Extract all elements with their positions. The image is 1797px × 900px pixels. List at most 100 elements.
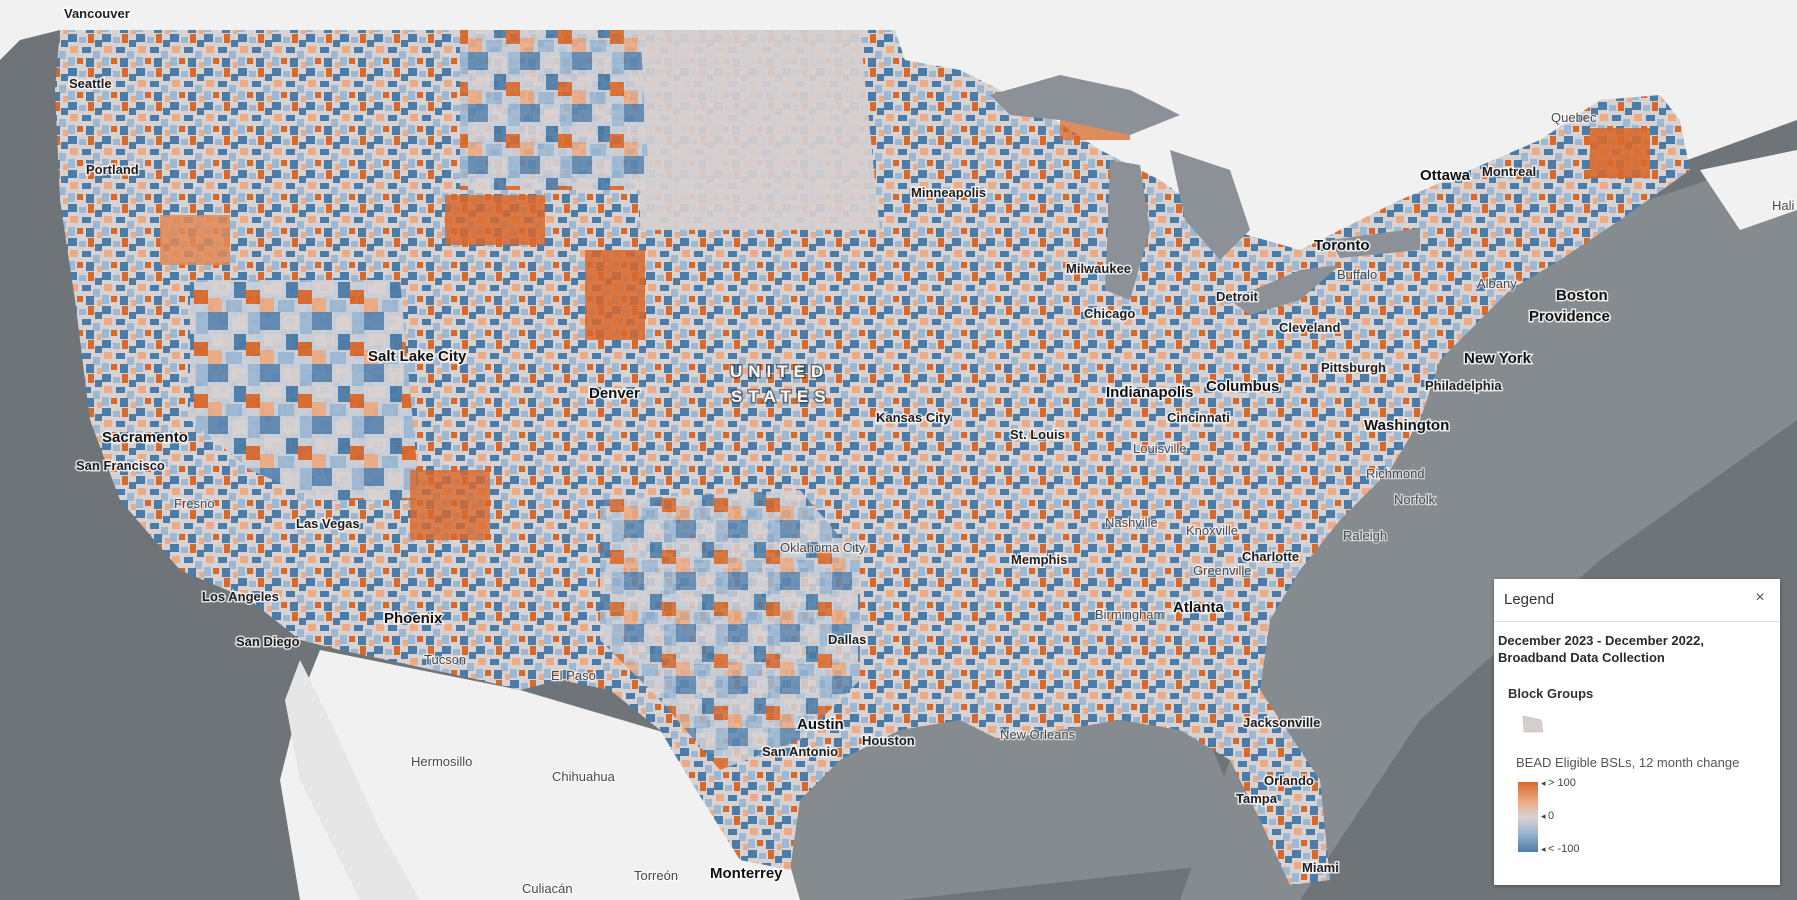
- city-label-nashville: Nashville: [1105, 515, 1158, 530]
- city-label-richmond: Richmond: [1366, 466, 1425, 481]
- city-label-monterrey: Monterrey: [710, 865, 783, 882]
- mexico-land: [280, 650, 800, 900]
- city-label-phoenix: Phoenix: [384, 610, 443, 627]
- block-group-swatch-icon: [1522, 715, 1544, 733]
- city-label-tampa: Tampa: [1236, 791, 1278, 806]
- city-label-chicago: Chicago: [1084, 306, 1135, 321]
- dakotas-block: [640, 30, 880, 230]
- gulf-shelf: [760, 700, 1260, 900]
- map-labels: UNITED STATES Salt Lake City Denver Sacr…: [63, 5, 1796, 898]
- legend-header: Legend ×: [1494, 579, 1780, 622]
- city-label-philadelphia: Philadelphia: [1425, 378, 1502, 393]
- legend-field-label: BEAD Eligible BSLs, 12 month change: [1516, 755, 1740, 770]
- city-label-hermosillo: Hermosillo: [411, 754, 472, 769]
- city-label-greenville: Greenville: [1193, 563, 1252, 578]
- close-icon[interactable]: ×: [1755, 589, 1765, 606]
- city-label-memphis: Memphis: [1011, 552, 1067, 567]
- city-label-louisville: Louisville: [1133, 441, 1186, 456]
- city-label-minneapolis: Minneapolis: [911, 185, 986, 200]
- city-label-salt-lake-city: Salt Lake City: [368, 348, 467, 365]
- city-label-indianapolis: Indianapolis: [1106, 384, 1194, 401]
- texas-block: [600, 490, 860, 770]
- city-label-new-york: New York: [1464, 350, 1532, 367]
- city-label-jacksonville: Jacksonville: [1243, 715, 1320, 730]
- city-label-culiacan: Culiacán: [522, 881, 573, 896]
- city-label-providence: Providence: [1529, 308, 1610, 325]
- ocean-shelf: [1180, 150, 1797, 900]
- city-label-oklahoma-city: Oklahoma City: [780, 540, 866, 555]
- city-label-portland: Portland: [86, 162, 139, 177]
- city-label-seattle: Seattle: [69, 76, 112, 91]
- city-label-columbus: Columbus: [1206, 378, 1279, 395]
- city-label-fresno: Fresno: [174, 496, 214, 511]
- city-label-torreon: Torreón: [634, 868, 678, 883]
- city-label-las-vegas: Las Vegas: [296, 516, 360, 531]
- city-label-los-angeles: Los Angeles: [202, 589, 279, 604]
- montana-block: [460, 30, 650, 190]
- city-label-quebec: Quebec: [1551, 110, 1597, 125]
- legend-layer-title: December 2023 - December 2022, Broadband…: [1498, 632, 1768, 666]
- city-label-buffalo: Buffalo: [1337, 267, 1377, 282]
- legend-layer-title-line1: December 2023 - December 2022,: [1498, 633, 1704, 648]
- country-label-line1: UNITED: [730, 362, 829, 381]
- city-label-halifax-partial: Hali: [1772, 198, 1795, 213]
- city-label-washington: Washington: [1364, 417, 1449, 434]
- city-label-sacramento: Sacramento: [102, 429, 188, 446]
- city-label-houston: Houston: [862, 733, 915, 748]
- lake-superior: [990, 75, 1180, 135]
- city-label-orlando: Orlando: [1264, 773, 1314, 788]
- city-label-detroit: Detroit: [1216, 289, 1259, 304]
- city-label-toronto: Toronto: [1314, 237, 1370, 254]
- country-label-line2: STATES: [731, 387, 832, 406]
- great-basin-block: [190, 280, 420, 500]
- colorado-orange: [585, 250, 645, 340]
- lake-michigan: [1105, 160, 1150, 300]
- city-label-albany: Albany: [1477, 276, 1517, 291]
- city-label-birmingham: Birmingham: [1095, 607, 1164, 622]
- city-label-st-louis: St. Louis: [1010, 427, 1065, 442]
- city-label-cleveland: Cleveland: [1279, 320, 1340, 335]
- legend-sublayer-label: Block Groups: [1508, 686, 1594, 701]
- city-label-dallas: Dallas: [828, 632, 866, 647]
- city-label-ottawa: Ottawa: [1420, 167, 1471, 184]
- wyoming-orange: [445, 195, 545, 245]
- city-label-kansas-city: Kansas City: [876, 410, 951, 425]
- city-label-atlanta: Atlanta: [1173, 599, 1224, 616]
- city-label-boston: Boston: [1556, 287, 1608, 304]
- color-ramp: [1518, 782, 1538, 852]
- city-label-knoxville: Knoxville: [1186, 523, 1238, 538]
- city-label-raleigh: Raleigh: [1343, 528, 1387, 543]
- nova-scotia: [1700, 150, 1797, 230]
- city-label-new-orleans: New Orleans: [1000, 727, 1076, 742]
- city-label-cincinnati: Cincinnati: [1167, 410, 1230, 425]
- lake-ontario: [1330, 228, 1420, 258]
- baja-peninsula: [285, 660, 420, 900]
- ramp-label-low: < -100: [1541, 843, 1580, 855]
- lake-huron: [1170, 150, 1250, 260]
- city-label-tucson: Tucson: [424, 652, 466, 667]
- legend-layer-title-line2: Broadband Data Collection: [1498, 650, 1665, 665]
- ramp-label-mid: 0: [1541, 810, 1554, 822]
- legend-panel: Legend × December 2023 - December 2022, …: [1494, 579, 1780, 885]
- ramp-label-high: > 100: [1541, 777, 1576, 789]
- city-label-charlotte: Charlotte: [1242, 549, 1299, 564]
- city-label-san-antonio: San Antonio: [762, 744, 838, 759]
- maine-orange: [1590, 128, 1650, 178]
- city-label-vancouver: Vancouver: [64, 6, 130, 21]
- lake-erie: [1230, 265, 1340, 315]
- city-label-pittsburgh: Pittsburgh: [1321, 360, 1386, 375]
- arizona-orange: [410, 470, 490, 540]
- city-label-norfolk: Norfolk: [1394, 492, 1436, 507]
- city-label-san-diego: San Diego: [236, 634, 300, 649]
- city-label-chihuahua: Chihuahua: [552, 769, 616, 784]
- legend-title: Legend: [1504, 591, 1555, 608]
- city-label-el-paso: El Paso: [551, 668, 596, 683]
- city-label-denver: Denver: [589, 385, 640, 402]
- city-label-austin: Austin: [797, 716, 844, 733]
- oregon-orange: [160, 215, 230, 265]
- city-label-miami: Miami: [1302, 860, 1339, 875]
- city-label-san-francisco: San Francisco: [76, 458, 165, 473]
- city-label-milwaukee: Milwaukee: [1066, 261, 1131, 276]
- city-label-montreal: Montreal: [1482, 164, 1536, 179]
